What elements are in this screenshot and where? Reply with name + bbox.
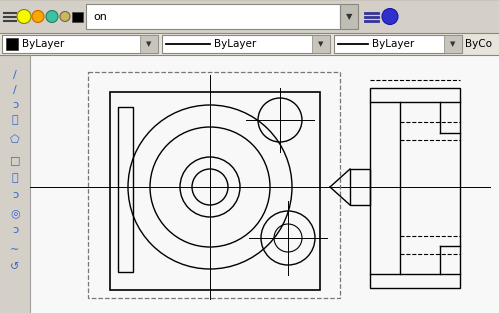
Bar [444, 35, 462, 53]
Text: ~: ~ [10, 245, 19, 255]
Circle shape [382, 8, 398, 24]
Bar [370, 88, 460, 288]
Text: ⬠: ⬠ [10, 135, 20, 145]
Bar [0, 55, 499, 313]
Text: ▼: ▼ [318, 41, 324, 47]
Text: on: on [93, 12, 107, 22]
Bar [350, 169, 370, 205]
Text: ⌒: ⌒ [11, 115, 18, 125]
Bar [110, 92, 320, 290]
Circle shape [46, 11, 58, 23]
Text: □: □ [10, 155, 20, 165]
Text: /: / [13, 70, 17, 80]
Text: ⌒: ⌒ [11, 173, 18, 183]
Bar [118, 107, 133, 272]
Text: ▼: ▼ [450, 41, 456, 47]
Text: /: / [13, 85, 17, 95]
Text: ▼: ▼ [146, 41, 152, 47]
Bar [334, 35, 462, 53]
Bar [0, 0, 499, 33]
Text: ByCo: ByCo [465, 39, 492, 49]
Bar [312, 35, 330, 53]
Bar [140, 35, 158, 53]
Bar [2, 35, 158, 53]
Circle shape [60, 12, 70, 22]
Circle shape [32, 11, 44, 23]
Text: ByLayer: ByLayer [214, 39, 256, 49]
Bar [340, 4, 358, 29]
Bar [86, 4, 340, 29]
Bar [88, 72, 340, 298]
Bar [0, 33, 499, 55]
Bar [6, 38, 18, 50]
Text: ByLayer: ByLayer [22, 39, 64, 49]
Text: ◎: ◎ [10, 208, 20, 218]
Circle shape [17, 9, 31, 23]
Text: ▼: ▼ [346, 12, 352, 21]
Text: ↄ: ↄ [12, 190, 18, 200]
Text: ByLayer: ByLayer [372, 39, 414, 49]
Bar [162, 35, 330, 53]
Text: ↄ: ↄ [12, 100, 18, 110]
Bar [0, 55, 30, 313]
Text: ↄ: ↄ [12, 225, 18, 235]
Text: ↺: ↺ [10, 262, 19, 272]
Bar [72, 12, 83, 22]
